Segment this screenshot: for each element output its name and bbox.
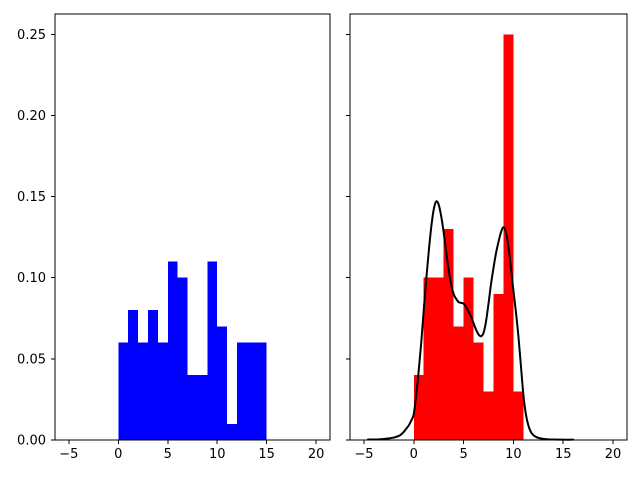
x-tick-label: 20 [308, 447, 325, 462]
blue-density-histogram-bars [118, 261, 267, 440]
y-tick-label: 0.15 [17, 190, 46, 205]
blue-density-histogram-spines [54, 13, 331, 441]
x-tick-label: 15 [258, 447, 275, 462]
x-tick-label: −5 [354, 447, 373, 462]
x-tick-label: 10 [209, 447, 226, 462]
x-tick-label: 10 [505, 447, 522, 462]
x-tick-label: −5 [59, 447, 78, 462]
x-tick-label: 5 [459, 447, 467, 462]
x-tick-label: 0 [410, 447, 418, 462]
x-tick-label: 20 [605, 447, 622, 462]
y-tick-label: 0.25 [17, 28, 46, 43]
kde-curve [366, 200, 575, 441]
x-tick-label: 0 [114, 447, 122, 462]
y-tick-label: 0.00 [17, 434, 46, 449]
y-tick-label: 0.20 [17, 109, 46, 124]
y-tick-label: 0.10 [17, 271, 46, 286]
x-tick-label: 15 [555, 447, 572, 462]
x-tick-label: 5 [164, 447, 172, 462]
red-density-histogram-with-kde-bars [413, 34, 524, 440]
y-tick-label: 0.05 [17, 352, 46, 367]
red-density-histogram-with-kde-spines [349, 13, 628, 441]
